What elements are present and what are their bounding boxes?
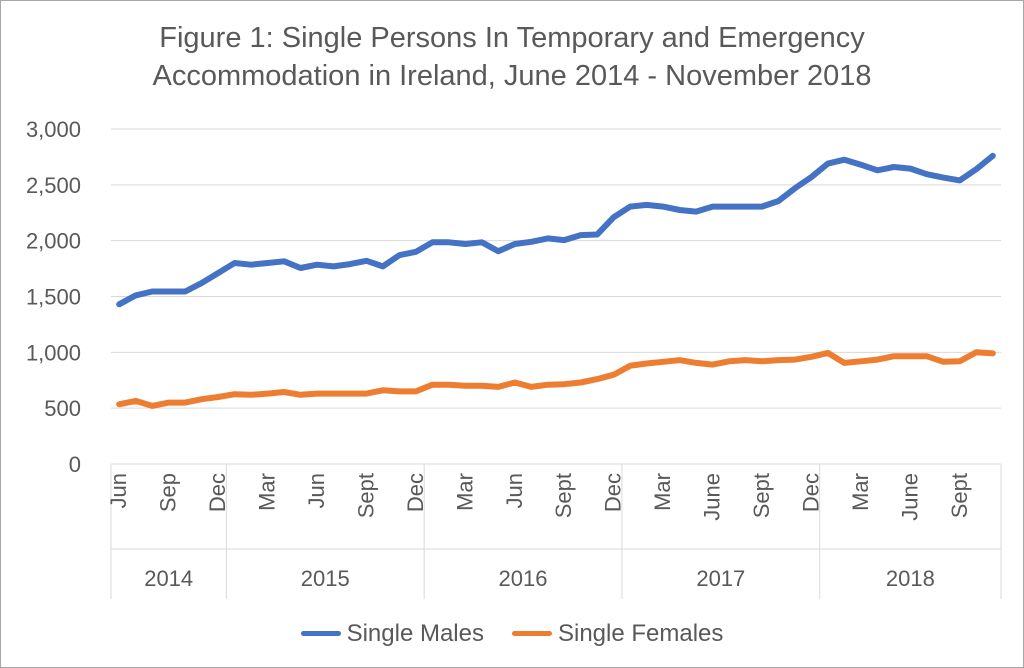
x-axis: Jun Sep Dec Mar Jun Sept Dec Mar Jun Sept Dec Mar Ju… [106,463,1002,599]
x-month-label: Sept [353,473,378,518]
y-tick-label: 1,000 [26,340,81,365]
x-month-label: Mar [848,473,873,511]
series-lines [116,152,996,409]
x-month-label: Sept [947,473,972,518]
x-year-label: 2017 [696,566,745,591]
x-month-label: June [700,473,725,521]
y-tick-label: 1,500 [26,285,81,310]
gridlines [111,128,1001,409]
y-tick-label: 3,000 [26,117,81,142]
chart-title: Figure 1: Single Persons In Temporary an… [1,19,1023,95]
x-month-label: June [897,473,922,521]
legend-label: Single Females [557,619,724,647]
legend-swatch [511,631,552,636]
x-year-label: 2018 [886,566,935,591]
series-line-single-males [116,152,996,308]
chart-title-line-1: Figure 1: Single Persons In Temporary an… [159,22,865,54]
x-month-label: Dec [403,473,428,512]
series-line-single-females [116,349,996,409]
legend-item: Single Females [511,619,724,648]
x-month-label: Sep [156,473,181,512]
x-month-label: Mar [255,473,280,511]
x-month-label: Mar [452,473,477,511]
x-month-label: Dec [205,473,230,512]
x-year-label: 2015 [301,566,350,591]
x-month-label: Sept [749,473,774,518]
chart-title-line-2: Accommodation in Ireland, June 2014 - No… [152,60,872,92]
x-month-label: Jun [106,473,131,508]
x-month-label: Mar [650,473,675,511]
y-axis: 0 500 1,000 1,500 2,000 2,500 3,000 [26,117,81,477]
y-tick-label: 0 [69,452,81,477]
y-tick-label: 500 [44,396,81,421]
x-year-label: 2014 [144,566,193,591]
x-month-label: Jun [502,473,527,508]
legend-swatch [300,631,341,636]
legend: Single Males Single Females [1,615,1023,648]
x-month-label: Dec [798,473,823,512]
legend-item: Single Males [300,619,484,648]
y-tick-label: 2,000 [26,229,81,254]
x-month-label: Jun [304,473,329,508]
x-month-label: Sept [551,473,576,518]
x-month-label: Dec [601,473,626,512]
y-tick-label: 2,500 [26,173,81,198]
x-year-label: 2016 [499,566,548,591]
legend-label: Single Males [346,619,484,647]
